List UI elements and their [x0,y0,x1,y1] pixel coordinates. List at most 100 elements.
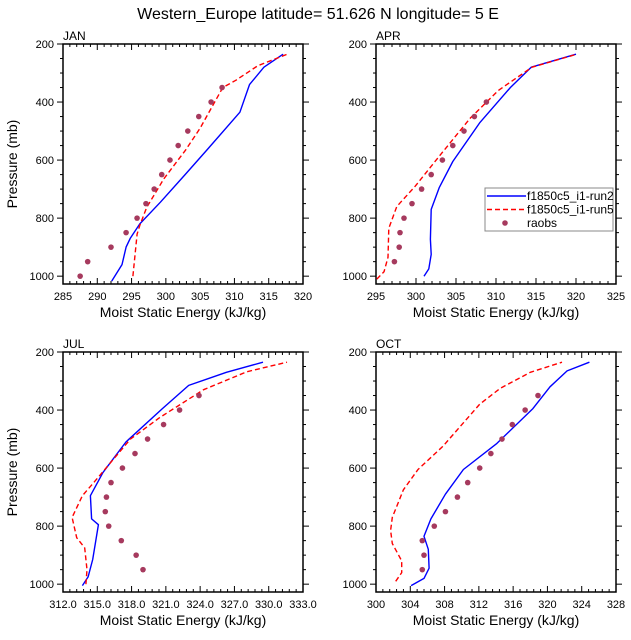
y-tick-label: 600 [349,155,367,167]
raobs-point [488,450,494,457]
x-tick-label: 327.0 [221,599,249,611]
x-tick-label: 312.0 [49,599,77,611]
raobs-point [158,171,165,178]
raobs-point [419,537,426,544]
y-tick-label: 400 [36,97,54,109]
raobs-point [195,113,202,120]
panel-label: JUL [63,337,85,351]
raobs-point [509,421,516,428]
raobs-point [450,142,456,149]
panel-jan: JAN 285 290 295 300 305 310 315 320 200 400 600 800 1… [4,29,312,320]
raobs-point [397,229,403,236]
x-tick-label: 295 [367,291,385,303]
raobs-point [160,421,167,428]
raobs-point [454,494,461,500]
y-tick-label: 1000 [343,579,367,591]
raobs-point [461,128,467,134]
plot-frame [62,43,304,285]
raobs-point [196,392,202,399]
raobs-point [144,436,151,442]
plot-frame [375,43,617,285]
raobs-point [167,157,173,163]
y-axis-title: Pressure (mb) [4,428,20,517]
legend-label: f1850c5_i1-run5 [527,203,614,217]
raobs-point [522,407,528,413]
raobs-point [535,392,541,399]
raobs-point [102,508,109,515]
raobs-point [419,566,426,573]
raobs-point [84,258,91,265]
x-tick-label: 324 [573,599,591,611]
x-tick-label: 295 [122,291,140,303]
x-tick-label: 318.0 [118,599,146,611]
y-tick-label: 1000 [30,271,54,283]
y-tick-label: 200 [36,347,54,359]
x-tick-label: 316 [504,599,522,611]
raobs-point [431,523,438,529]
x-axis-title: Moist Static Energy (kJ/kg) [100,612,267,628]
run2-line [111,53,284,282]
x-tick-label: 305 [447,291,465,303]
x-tick-label: 315 [260,291,278,303]
panels: JAN 285 290 295 300 305 310 315 320 200 400 600 800 1… [4,29,625,628]
run2-line [81,361,264,586]
x-tick-label: 308 [435,599,453,611]
x-tick-label: 315 [527,291,545,303]
panel-label: OCT [376,337,402,351]
y-tick-label: 600 [349,463,367,475]
x-tick-label: 321.0 [152,599,180,611]
y-tick-label: 1000 [343,271,367,283]
x-tick-label: 310 [225,291,243,303]
raobs-point [108,479,114,486]
raobs-point [118,537,125,544]
y-axis-title: Pressure (mb) [4,120,20,209]
x-tick-label: 330.0 [255,599,283,611]
run2-line [410,361,590,587]
raobs-point [464,479,471,486]
raobs-point [140,566,146,573]
x-tick-label: 315.0 [84,599,112,611]
x-tick-label: 310 [487,291,505,303]
y-tick-label: 800 [36,521,54,533]
plot-frame [62,351,304,593]
raobs-point [185,128,191,134]
x-tick-label: 324.0 [186,599,214,611]
figure-title: Western_Europe latitude= 51.626 N longit… [137,6,499,23]
plot-frame [375,351,617,593]
x-tick-label: 312 [470,599,488,611]
raobs-point [151,186,157,192]
x-tick-label: 304 [401,599,419,611]
raobs-point [421,552,427,558]
panel-apr: APR 295 300 305 310 315 320 325 200 400 600 800 1000… [343,29,626,320]
y-tick-label: 400 [349,97,367,109]
raobs-point [396,244,403,250]
raobs-point [77,273,83,279]
y-tick-label: 1000 [30,579,54,591]
raobs-point [409,200,415,207]
y-tick-label: 600 [36,155,54,167]
x-tick-label: 333.0 [289,599,317,611]
x-tick-label: 300 [407,291,425,303]
raobs-point [471,113,478,120]
raobs-point [133,552,139,558]
raobs-point [143,200,149,207]
x-axis-title: Moist Static Energy (kJ/kg) [413,612,580,628]
run5-line [389,361,563,582]
raobs-point [439,157,446,163]
y-tick-label: 200 [36,39,54,51]
raobs-point [483,99,490,105]
x-tick-label: 325 [607,291,625,303]
raobs-point [208,99,214,105]
raobs-point [428,171,435,178]
raobs-point [476,465,483,471]
raobs-point [103,494,110,500]
panel-jul: JUL 312.0 315.0 318.0 321.0 324.0 327.0 330.0 33… [4,337,317,628]
y-tick-label: 200 [349,347,367,359]
run5-line [71,361,288,585]
x-tick-label: 305 [191,291,209,303]
run5-line [132,53,288,277]
legend-label: raobs [527,216,557,230]
y-tick-label: 400 [349,405,367,417]
